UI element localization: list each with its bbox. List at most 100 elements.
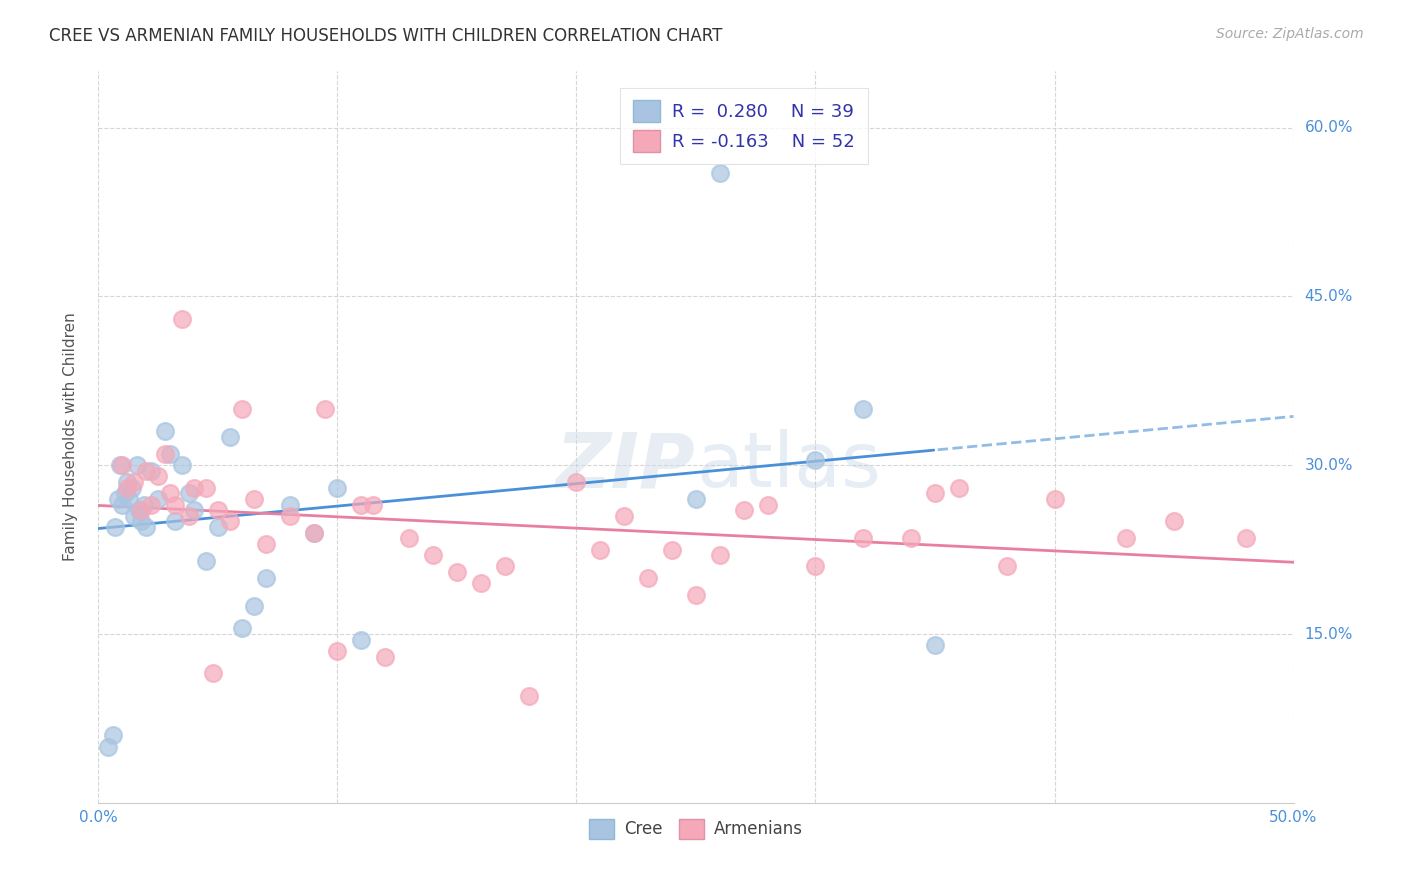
Y-axis label: Family Households with Children: Family Households with Children: [63, 313, 77, 561]
Point: [254, 537, 277, 551]
Point: [163, 515, 186, 529]
Point: [685, 588, 707, 602]
Point: [115, 481, 138, 495]
Point: [172, 312, 194, 326]
Point: [565, 475, 588, 489]
Point: [733, 503, 755, 517]
Point: [108, 458, 131, 473]
Point: [131, 515, 153, 529]
Text: 45.0%: 45.0%: [1305, 289, 1353, 304]
Text: 60.0%: 60.0%: [1305, 120, 1353, 135]
Point: [135, 464, 157, 478]
Point: [948, 481, 970, 495]
Point: [163, 498, 186, 512]
Point: [97, 739, 120, 754]
Point: [219, 515, 242, 529]
Point: [494, 559, 516, 574]
Point: [637, 571, 659, 585]
Text: ZIP: ZIP: [557, 429, 696, 503]
Point: [124, 508, 146, 523]
Point: [219, 430, 242, 444]
Text: 15.0%: 15.0%: [1305, 626, 1353, 641]
Point: [243, 491, 266, 506]
Point: [243, 599, 266, 613]
Point: [350, 632, 373, 647]
Point: [231, 401, 253, 416]
Point: [148, 469, 170, 483]
Point: [207, 503, 229, 517]
Point: [1234, 532, 1257, 546]
Point: [422, 548, 444, 562]
Point: [148, 491, 170, 506]
Point: [195, 481, 218, 495]
Point: [1163, 515, 1185, 529]
Point: [132, 498, 155, 512]
Point: [315, 401, 337, 416]
Point: [139, 498, 162, 512]
Point: [709, 548, 731, 562]
Point: [278, 498, 301, 512]
Point: [756, 498, 779, 512]
Point: [139, 464, 162, 478]
Point: [135, 520, 157, 534]
Point: [326, 481, 349, 495]
Point: [111, 458, 134, 473]
Point: [183, 503, 205, 517]
Point: [852, 401, 875, 416]
Point: [924, 486, 946, 500]
Point: [995, 559, 1018, 574]
Point: [195, 554, 218, 568]
Point: [155, 447, 177, 461]
Point: [101, 728, 124, 742]
Point: [179, 486, 201, 500]
Point: [1043, 491, 1066, 506]
Point: [124, 475, 146, 489]
Point: [326, 644, 349, 658]
Point: [183, 481, 205, 495]
Point: [398, 532, 420, 546]
Point: [254, 571, 277, 585]
Point: [114, 486, 136, 500]
Point: [111, 498, 134, 512]
Point: [118, 491, 141, 506]
Point: [125, 458, 148, 473]
Point: [517, 689, 540, 703]
Point: [172, 458, 194, 473]
Point: [446, 565, 468, 579]
Point: [924, 638, 946, 652]
Point: [685, 491, 707, 506]
Text: CREE VS ARMENIAN FAMILY HOUSEHOLDS WITH CHILDREN CORRELATION CHART: CREE VS ARMENIAN FAMILY HOUSEHOLDS WITH …: [49, 27, 723, 45]
Point: [104, 520, 127, 534]
Point: [278, 508, 301, 523]
Point: [709, 166, 731, 180]
Point: [589, 542, 612, 557]
Point: [852, 532, 875, 546]
Point: [202, 666, 225, 681]
Point: [121, 481, 143, 495]
Point: [804, 559, 827, 574]
Point: [470, 576, 492, 591]
Point: [363, 498, 385, 512]
Point: [661, 542, 683, 557]
Point: [374, 649, 396, 664]
Text: 30.0%: 30.0%: [1305, 458, 1353, 473]
Point: [350, 498, 373, 512]
Point: [302, 525, 325, 540]
Point: [804, 452, 827, 467]
Point: [115, 475, 138, 489]
Point: [131, 503, 153, 517]
Text: Source: ZipAtlas.com: Source: ZipAtlas.com: [1216, 27, 1364, 41]
Point: [159, 486, 181, 500]
Point: [900, 532, 922, 546]
Point: [207, 520, 229, 534]
Point: [159, 447, 181, 461]
Point: [179, 508, 201, 523]
Point: [1115, 532, 1137, 546]
Point: [107, 491, 129, 506]
Point: [155, 425, 177, 439]
Point: [613, 508, 636, 523]
Text: atlas: atlas: [696, 429, 880, 503]
Point: [302, 525, 325, 540]
Point: [128, 503, 150, 517]
Legend: Cree, Armenians: Cree, Armenians: [582, 812, 810, 846]
